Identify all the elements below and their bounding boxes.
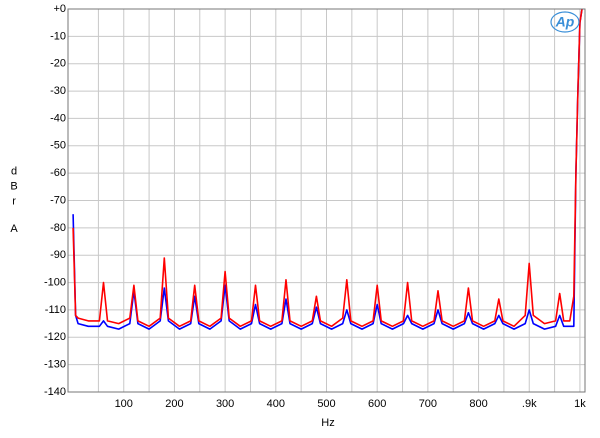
y-tick-label: -130 [44,359,66,371]
x-tick-label: .9k [522,398,537,410]
x-axis-label: Hz [321,417,334,429]
y-tick-label: -110 [45,304,66,316]
logo: Ap [550,11,580,33]
y-tick-label: +0 [53,3,66,15]
y-axis-label: dBr [8,166,20,211]
y-tick-label: -50 [50,140,66,152]
y-tick-label: -90 [50,249,66,261]
x-tick-label: 600 [368,398,386,410]
logo-text: Ap [555,14,575,30]
y-tick-label: -70 [50,194,66,206]
y-tick-label: -40 [50,112,66,124]
series-line [72,8,583,330]
x-tick-label: 400 [267,398,285,410]
y-tick-label: -10 [50,30,66,42]
x-tick-label: 100 [115,398,133,410]
y-tick-label: -100 [44,276,66,288]
x-tick-label: 500 [317,398,335,410]
lines [72,8,583,330]
x-tick-label: 300 [216,398,234,410]
x-tick-label: 200 [165,398,183,410]
y-axis-unit: A [10,223,18,235]
series-line [72,8,583,328]
y-tick-label: -140 [44,386,66,398]
y-tick-label: -120 [44,331,66,343]
y-tick-label: -20 [50,58,66,70]
plot-frame [67,8,586,393]
x-tick-label: 1k [574,398,586,410]
y-tick-label: -80 [50,222,66,234]
logo-ring [550,11,580,33]
x-tick-label: 700 [419,398,437,410]
y-tick-label: -30 [50,85,66,97]
x-tick-label: 800 [469,398,487,410]
y-tick-label: -60 [50,167,66,179]
